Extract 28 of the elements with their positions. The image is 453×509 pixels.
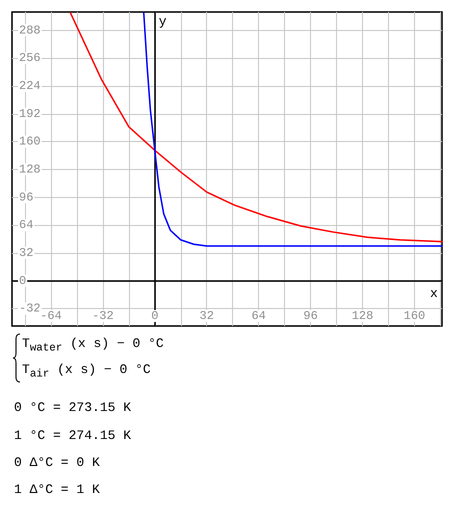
x-tick-label: 160 [404,309,426,323]
y-tick-label: 64 [19,218,34,232]
y-tick-label: 160 [19,134,41,149]
text: 0 Δ°C = 0 K [14,455,100,470]
line-series [143,12,443,247]
x-axis-title: x [430,286,438,301]
x-tick-label: -64 [40,309,62,323]
x-tick-label: 64 [251,309,266,323]
x-tick-label: -32 [92,309,114,323]
text: 1 Δ°C = 1 K [14,482,100,497]
text: 0 °C = 273.15 K [14,400,132,415]
x-tick-label: 128 [352,309,374,323]
line-series [70,12,443,242]
y-axis-title: y [158,14,167,29]
y-tick-label: 192 [19,106,41,121]
y-tick-label: 256 [19,51,41,66]
y-tick-label: 224 [19,78,41,93]
y-tick-label: 32 [19,246,34,260]
y-tick-label: 288 [19,23,41,38]
x-tick-label: 96 [303,309,318,323]
text: 1 °C = 274.15 K [14,428,132,443]
text: T$_{water}$ (x s) − 0 °C [22,336,164,355]
x-tick-label: 0 [151,309,158,323]
text: T$_{air}$ (x s) − 0 °C [22,362,151,381]
y-tick-label: 0 [19,274,26,288]
y-tick-label: 96 [19,190,34,204]
y-tick-label: 128 [19,162,41,176]
x-tick-label: 32 [200,309,214,323]
